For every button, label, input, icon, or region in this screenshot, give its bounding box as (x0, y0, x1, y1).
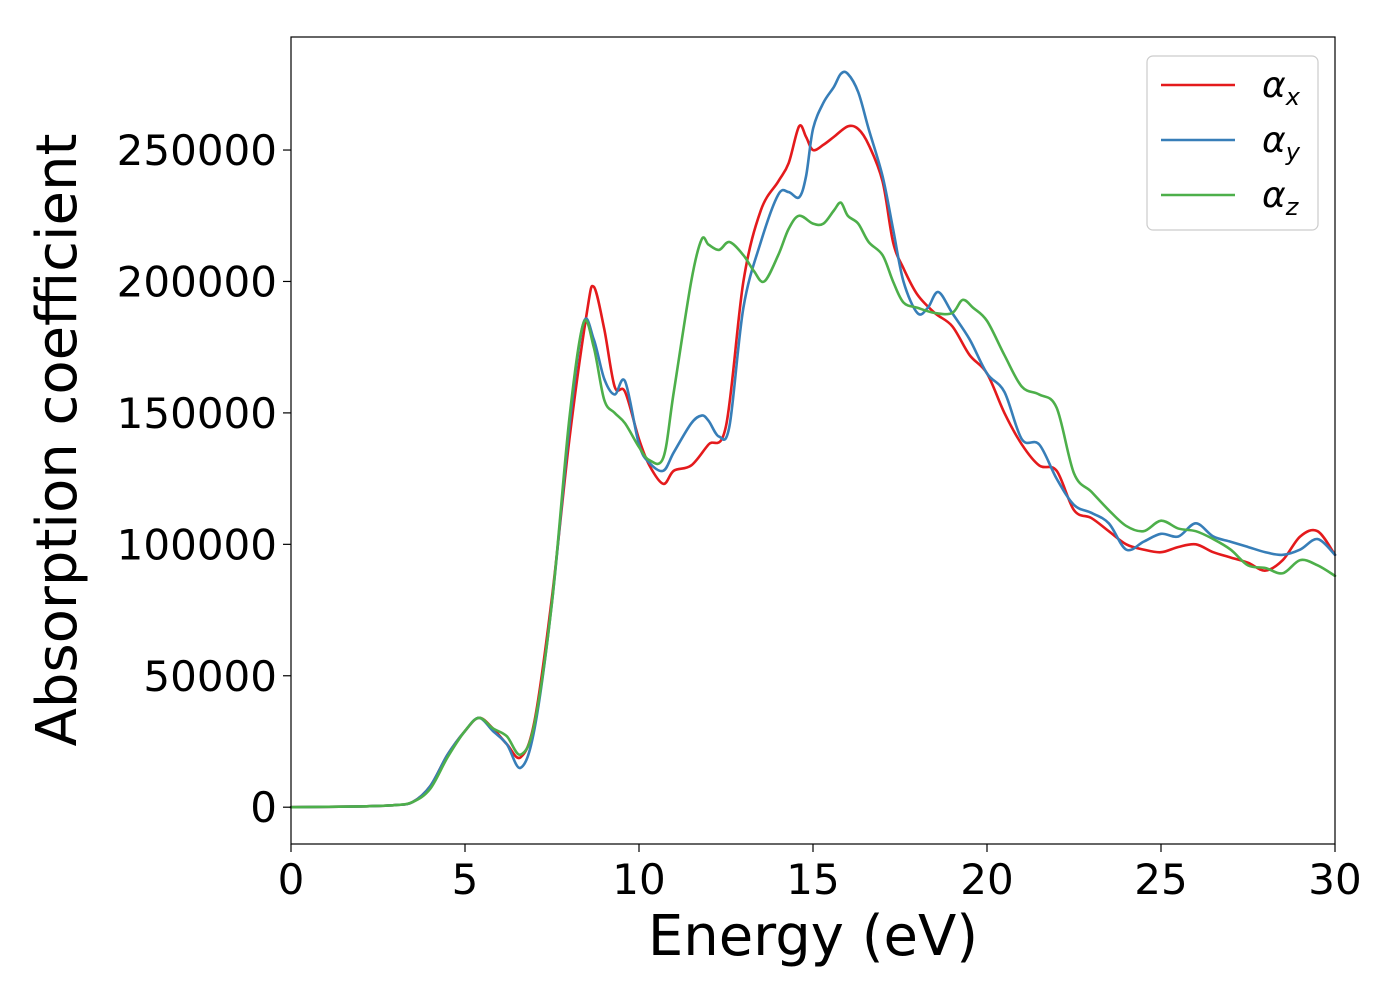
y-tick-label: 100000 (117, 520, 277, 569)
x-axis: 0 5 10 15 20 25 30 (278, 844, 1362, 904)
x-axis-title: Energy (eV) (648, 904, 978, 969)
legend-label-z: αz (1262, 175, 1300, 221)
x-tick-label: 10 (612, 855, 665, 904)
x-tick-label: 30 (1308, 855, 1361, 904)
x-tick-label: 15 (786, 855, 839, 904)
y-tick-label: 150000 (117, 389, 277, 438)
y-axis: 0 50000 100000 150000 200000 250000 (117, 126, 291, 832)
y-tick-label: 0 (250, 783, 277, 832)
y-tick-label: 200000 (117, 257, 277, 306)
legend-label-base: α (1262, 65, 1286, 106)
y-tick-label: 250000 (117, 126, 277, 175)
legend-label-subscript: x (1285, 83, 1301, 111)
legend-label-y: αy (1262, 120, 1301, 166)
y-axis-title: Absorption coefficient (25, 134, 90, 747)
legend-box (1146, 55, 1319, 231)
legend-label-base: α (1262, 120, 1286, 161)
y-tick-label: 50000 (143, 652, 277, 701)
x-tick-label: 0 (278, 855, 305, 904)
series-lines (289, 70, 1337, 809)
legend-label-subscript: z (1285, 193, 1300, 221)
series-line-z (289, 201, 1337, 809)
x-tick-label: 5 (452, 855, 479, 904)
legend-label-x: αx (1262, 65, 1301, 111)
legend-label-base: α (1262, 175, 1286, 216)
x-tick-label: 25 (1134, 855, 1187, 904)
x-tick-label: 20 (960, 855, 1013, 904)
legend-label-subscript: y (1285, 138, 1301, 166)
